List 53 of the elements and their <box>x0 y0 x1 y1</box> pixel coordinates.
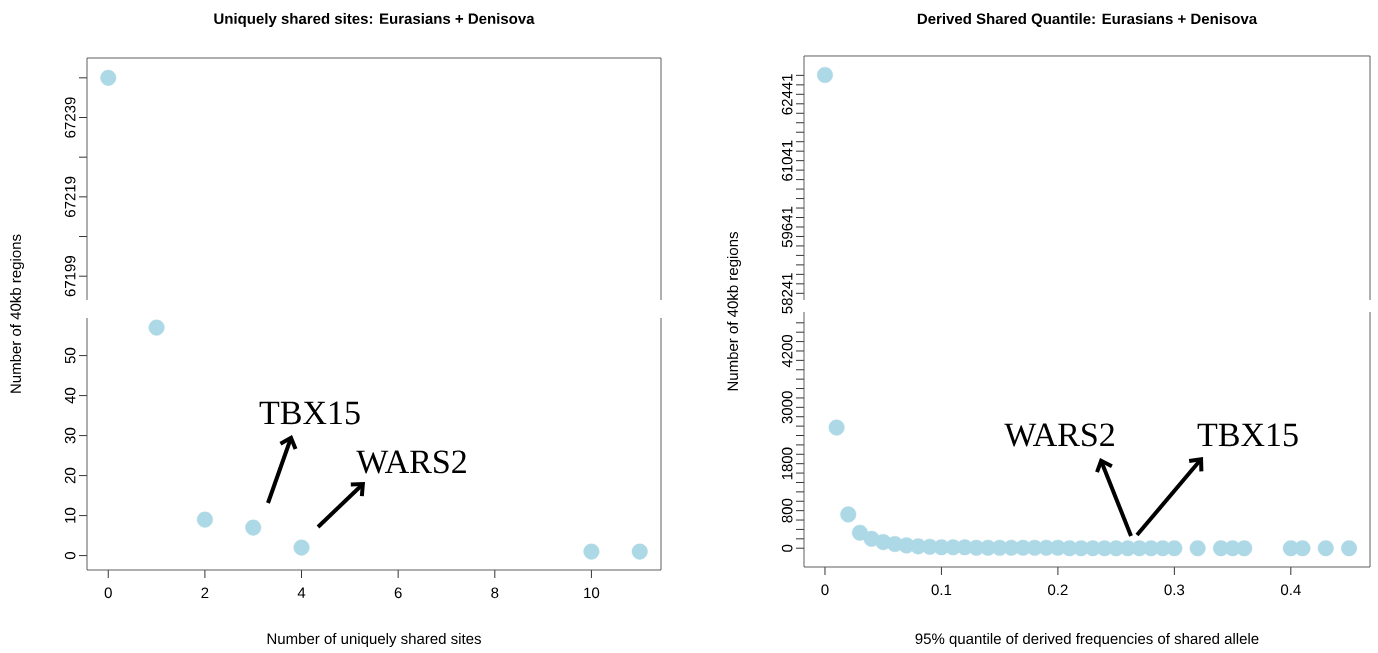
y-axis-title: Number of 40kb regions <box>727 232 741 391</box>
y-tick-label: 67239 <box>64 97 76 138</box>
point <box>828 419 845 436</box>
x-tick-label: 4 <box>297 587 306 598</box>
x-tick-label: 0 <box>104 587 112 599</box>
x-axis-title: 95% quantile of derived frequencies of shared allele <box>915 633 1259 647</box>
x-tick-label: 2 <box>201 587 209 599</box>
x-tick-label: 0.3 <box>1164 584 1185 596</box>
point <box>1189 540 1206 557</box>
y-tick-label: 20 <box>64 467 76 484</box>
x-tick-label: 0 <box>821 584 829 596</box>
point <box>1341 540 1358 557</box>
x-tick-label: 6 <box>394 587 402 599</box>
point <box>840 506 857 523</box>
y-tick-label: 30 <box>64 427 76 444</box>
x-axis-title: Number of uniquely shared sites <box>267 633 481 647</box>
point <box>583 543 600 560</box>
y-tick-label: 3000 <box>781 391 793 424</box>
point <box>293 539 310 556</box>
x-tick-label: 10 <box>584 587 600 599</box>
x-tick-label: 0.4 <box>1280 584 1301 596</box>
point <box>631 543 648 560</box>
y-tick-label: 0 <box>64 552 76 560</box>
x-tick-label: 8 <box>491 587 499 599</box>
annotation: TBX15 <box>259 401 360 425</box>
y-tick-label: 61041 <box>781 140 793 181</box>
point <box>1236 540 1253 557</box>
point <box>1317 540 1334 557</box>
y-tick-label: 62441 <box>781 74 793 115</box>
y-axis-title: Number of 40kb regions <box>10 234 24 393</box>
point <box>1294 540 1311 557</box>
point <box>1166 540 1183 557</box>
y-tick-label: 50 <box>64 347 76 364</box>
y-tick-label: 800 <box>781 498 793 523</box>
annotation: TBX15 <box>1197 423 1298 447</box>
y-tick-label: 67199 <box>64 256 76 297</box>
point <box>245 519 262 536</box>
chart-title: Derived Shared Quantile: Eurasians + Denisova <box>917 13 1258 27</box>
annotation: WARS2 <box>356 450 466 474</box>
y-tick-label: 10 <box>64 507 76 523</box>
annotation: WARS2 <box>1004 423 1114 447</box>
y-tick-label: 59641 <box>781 206 793 248</box>
y-tick-label: 40 <box>64 387 76 404</box>
x-tick-label: 0.1 <box>931 584 952 596</box>
y-tick-label: 67219 <box>64 176 76 217</box>
point <box>196 511 213 528</box>
y-tick-label: 4200 <box>781 334 793 368</box>
chart-title: Uniquely shared sites: Eurasians + Denisova <box>214 13 535 27</box>
point <box>148 319 165 336</box>
x-tick-label: 0.2 <box>1048 584 1068 596</box>
y-tick-label: 0 <box>781 544 793 552</box>
y-tick-label: 1800 <box>781 447 793 480</box>
y-tick-label: 58241 <box>781 273 793 314</box>
